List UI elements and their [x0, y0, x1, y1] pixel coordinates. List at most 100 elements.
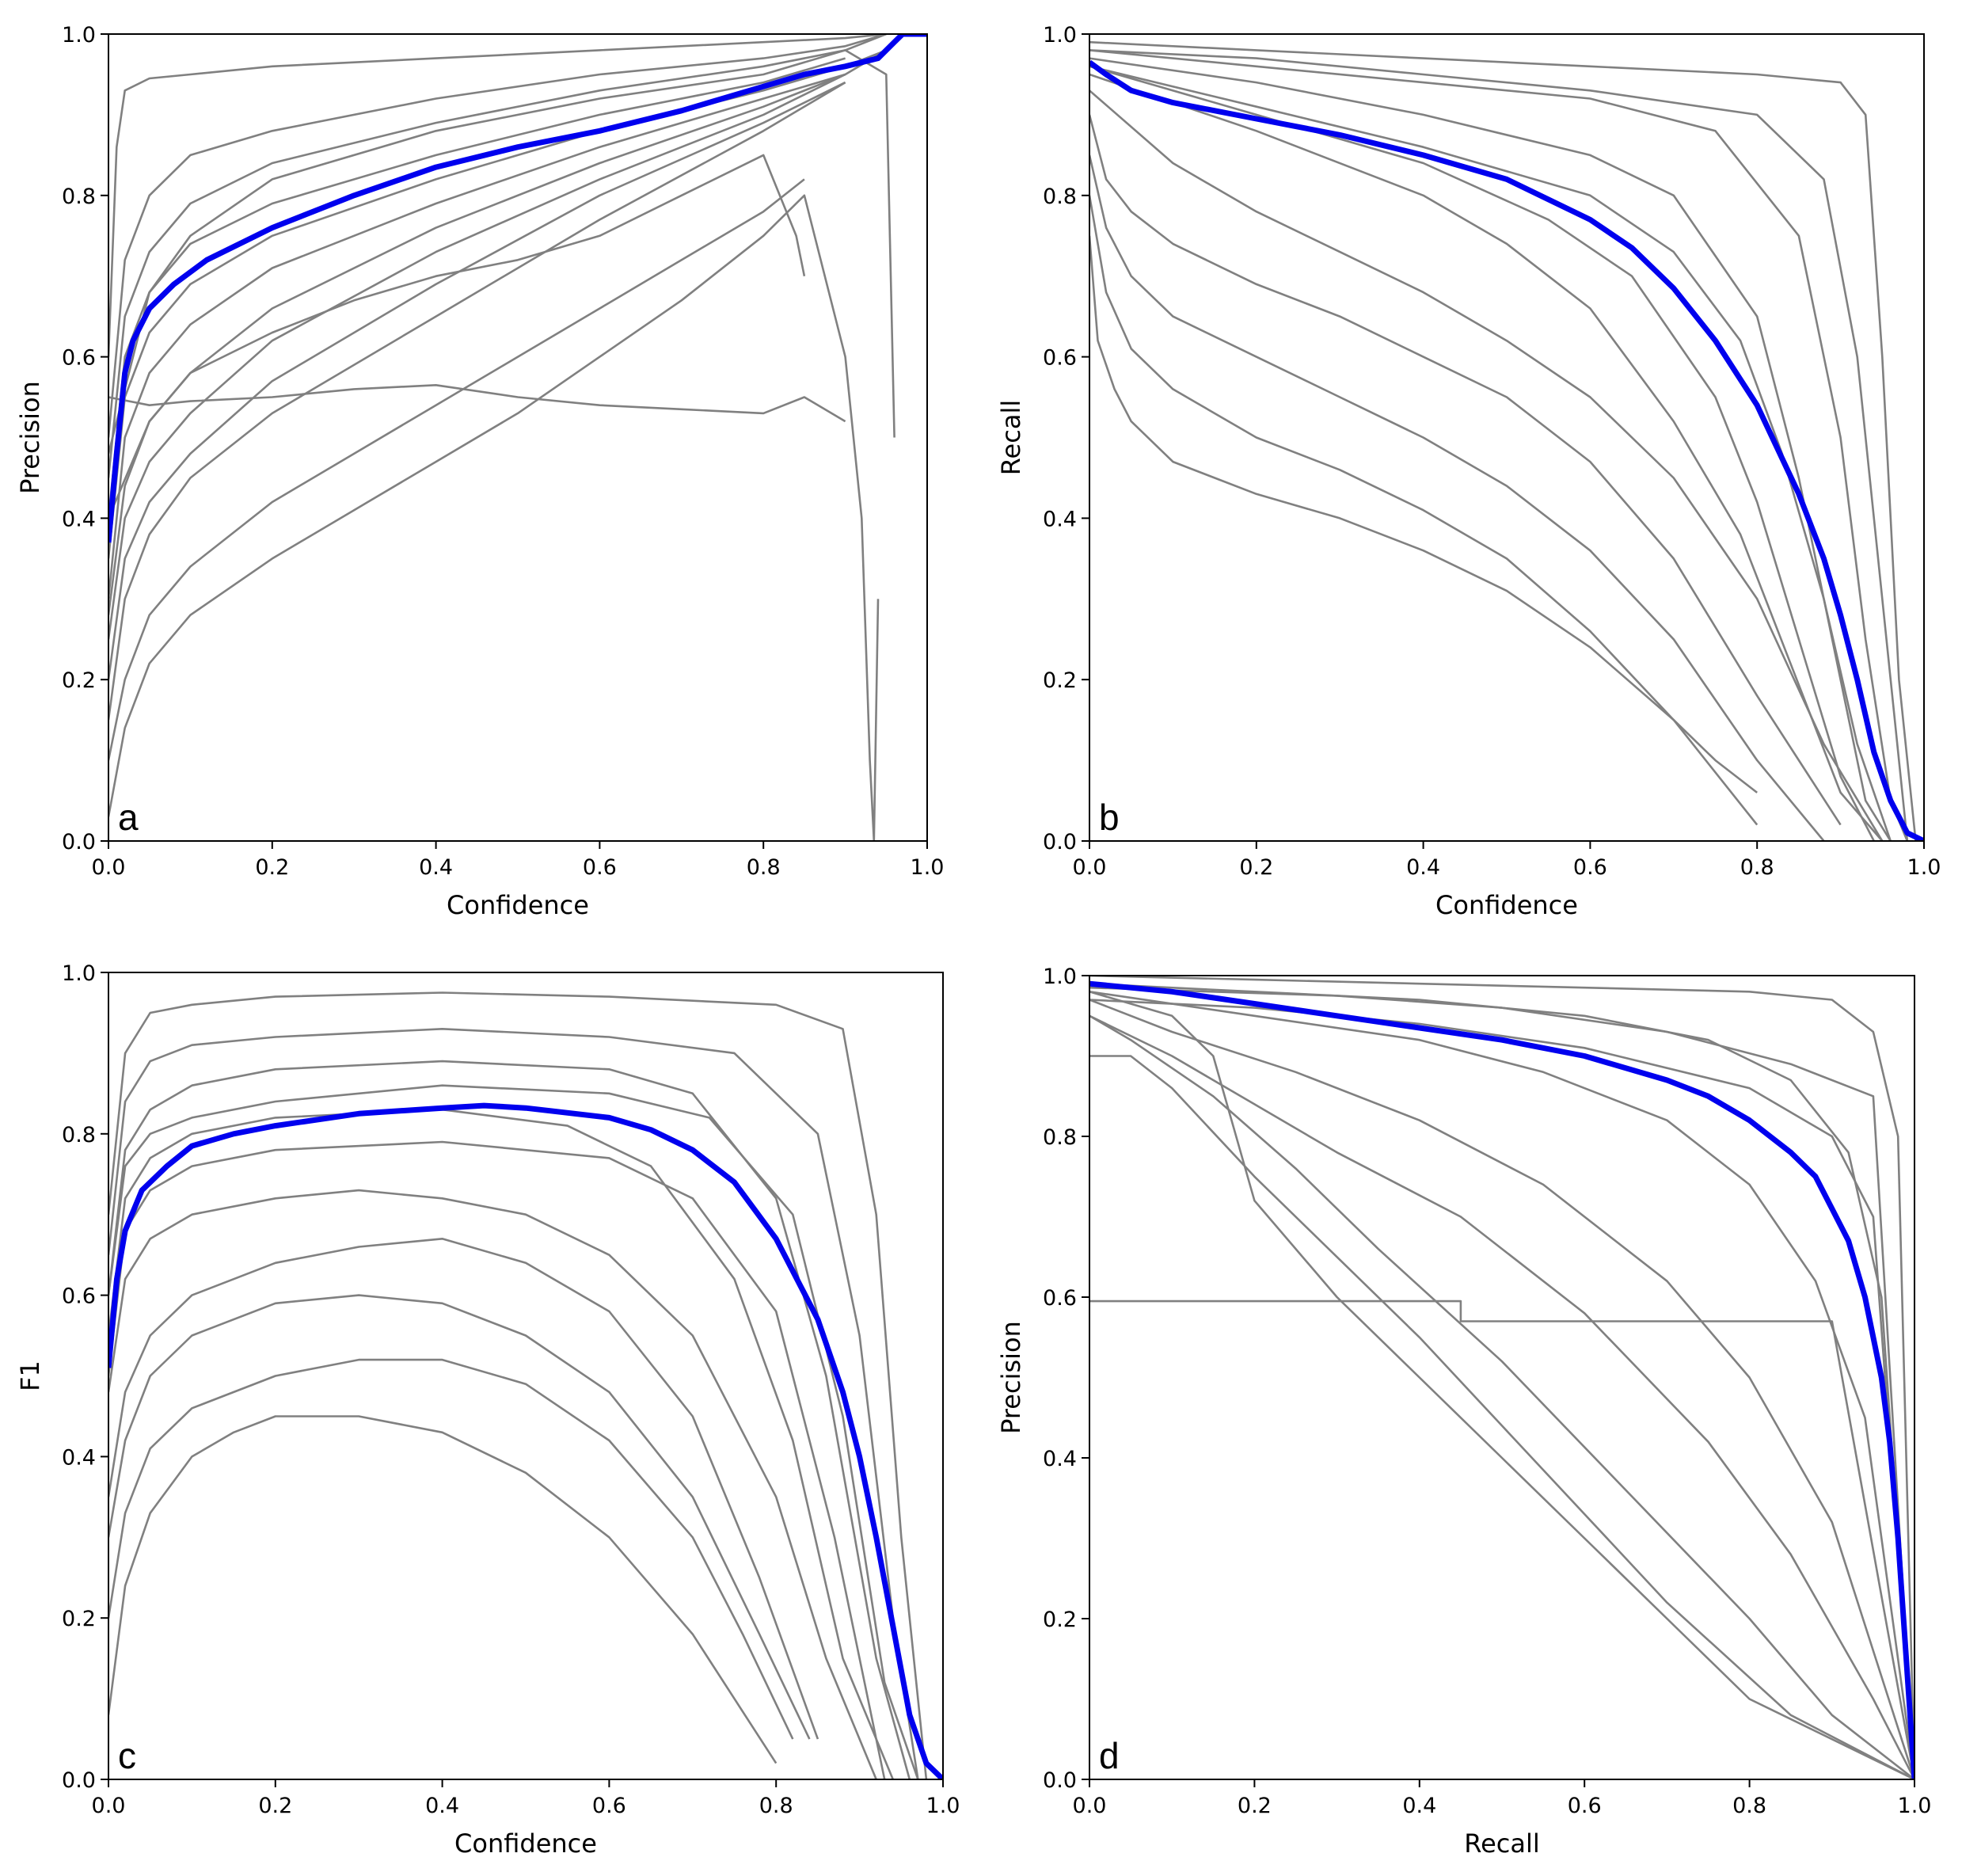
panel-letter: c [118, 1735, 136, 1776]
class-curve-13 [108, 154, 806, 519]
y-tick-label: 0.0 [62, 1768, 96, 1793]
class-curve-11 [1089, 49, 1909, 841]
x-tick-label: 0.0 [1073, 1794, 1107, 1818]
x-tick-label: 0.8 [759, 1794, 793, 1818]
plot-frame [1089, 33, 1925, 842]
class-curve-2 [1089, 57, 1892, 841]
x-tick-label: 1.0 [1898, 1794, 1932, 1818]
class-curve-7 [1089, 991, 1914, 1779]
x-tick-label: 0.6 [592, 1794, 626, 1818]
mean-curve [108, 1102, 943, 1779]
panel-d: 0.0 0.2 0.4 0.6 0.8 1.0 0.0 0.2 0.4 0.6 0.8 1.0 Reca… [996, 965, 1931, 1859]
x-axis-label: Confidence [447, 890, 589, 920]
y-tick-label: 0.6 [1043, 346, 1077, 371]
series-group [108, 991, 943, 1779]
y-tick-label: 0.0 [1043, 830, 1077, 854]
class-curve-1 [108, 1028, 919, 1779]
x-tick-label: 0.2 [255, 855, 289, 880]
x-tick-label: 0.6 [1573, 855, 1607, 880]
series-group [108, 34, 927, 841]
class-curve-2 [108, 34, 887, 478]
class-curve-6 [1089, 114, 1842, 826]
class-curve-2 [1089, 991, 1914, 1779]
x-tick-label: 0.6 [1568, 1794, 1602, 1818]
panel-c: 0.0 0.2 0.4 0.6 0.8 1.0 0.0 0.2 0.4 0.6 0.8 1.0 Conf… [15, 961, 960, 1859]
class-curve-6 [1089, 1055, 1914, 1779]
x-tick-label: 0.4 [419, 855, 453, 880]
class-curve-1 [1089, 982, 1914, 1779]
class-curve-8 [108, 1415, 778, 1764]
series-group [1089, 40, 1924, 841]
x-axis-label: Recall [1464, 1828, 1539, 1859]
x-tick-label: 1.0 [911, 855, 945, 880]
class-curve-8 [108, 81, 846, 680]
x-tick-label: 1.0 [926, 1794, 960, 1818]
class-curve-9 [1089, 999, 1914, 1779]
class-curve-7 [108, 73, 846, 640]
y-tick-label: 0.4 [1043, 1447, 1077, 1471]
x-tick-label: 0.8 [747, 855, 781, 880]
class-curve-11 [108, 194, 880, 841]
x-tick-label: 0.0 [1073, 855, 1107, 880]
panel-letter: a [118, 797, 139, 838]
mean-curve [1089, 980, 1914, 1779]
y-tick-label: 1.0 [62, 961, 96, 986]
class-curve-10 [108, 1140, 886, 1779]
class-curve-12 [108, 384, 846, 423]
mean-curve [1089, 59, 1924, 841]
panel-b: 0.0 0.2 0.4 0.6 0.8 1.0 0.0 0.2 0.4 0.6 0.8 1.0 Conf… [996, 23, 1941, 920]
class-curve-9 [108, 1084, 919, 1779]
plot-frame [108, 33, 928, 842]
x-tick-label: 0.8 [1740, 855, 1774, 880]
x-tick-label: 0.2 [1239, 855, 1273, 880]
x-axis-label: Confidence [454, 1828, 597, 1859]
class-curve-3 [108, 57, 846, 519]
class-curve-4 [108, 1189, 877, 1779]
x-tick-label: 0.0 [92, 855, 126, 880]
class-curve-5 [1089, 89, 1884, 841]
x-tick-label: 0.4 [1406, 855, 1440, 880]
y-tick-label: 0.4 [62, 507, 96, 531]
y-axis-label: Precision [15, 381, 45, 494]
plot-frame [1089, 975, 1915, 1780]
class-curve-6 [108, 49, 887, 615]
class-curve-8 [1089, 195, 1759, 826]
class-curve-4 [1089, 73, 1884, 841]
class-curve-10 [1089, 986, 1914, 1779]
x-tick-label: 1.0 [1907, 855, 1941, 880]
panel-letter: d [1099, 1735, 1120, 1776]
class-curve-4 [108, 49, 887, 559]
class-curve-4 [1089, 1014, 1914, 1779]
y-axis-label: F1 [15, 1360, 45, 1391]
class-curve-0 [108, 34, 887, 357]
class-curve-3 [108, 1108, 895, 1779]
class-curve-0 [1089, 976, 1914, 1779]
y-tick-label: 0.4 [62, 1445, 96, 1470]
y-tick-label: 0.2 [62, 668, 96, 693]
x-tick-label: 0.8 [1732, 1794, 1766, 1818]
y-tick-label: 0.2 [1043, 1608, 1077, 1632]
class-curve-1 [108, 34, 887, 438]
class-curve-6 [108, 1294, 811, 1740]
class-curve-0 [108, 991, 928, 1779]
x-tick-label: 0.6 [583, 855, 617, 880]
y-tick-label: 0.2 [1043, 668, 1077, 693]
class-curve-8 [1089, 1300, 1914, 1779]
x-tick-label: 0.4 [425, 1794, 459, 1818]
class-curve-7 [108, 1358, 794, 1740]
class-curve-10 [1089, 65, 1892, 841]
y-tick-label: 0.8 [62, 1123, 96, 1147]
y-tick-label: 0.8 [1043, 1125, 1077, 1150]
class-curve-1 [1089, 49, 1909, 841]
class-curve-3 [1089, 65, 1875, 841]
class-curve-9 [108, 81, 846, 721]
y-tick-label: 0.4 [1043, 507, 1077, 531]
y-tick-label: 0.0 [1043, 1768, 1077, 1793]
class-curve-0 [1089, 40, 1917, 841]
x-tick-label: 0.4 [1402, 1794, 1436, 1818]
y-tick-label: 0.0 [62, 830, 96, 854]
y-tick-label: 1.0 [1043, 23, 1077, 48]
y-tick-label: 0.6 [1043, 1286, 1077, 1311]
y-tick-label: 0.8 [1043, 185, 1077, 209]
mean-curve [108, 34, 927, 543]
